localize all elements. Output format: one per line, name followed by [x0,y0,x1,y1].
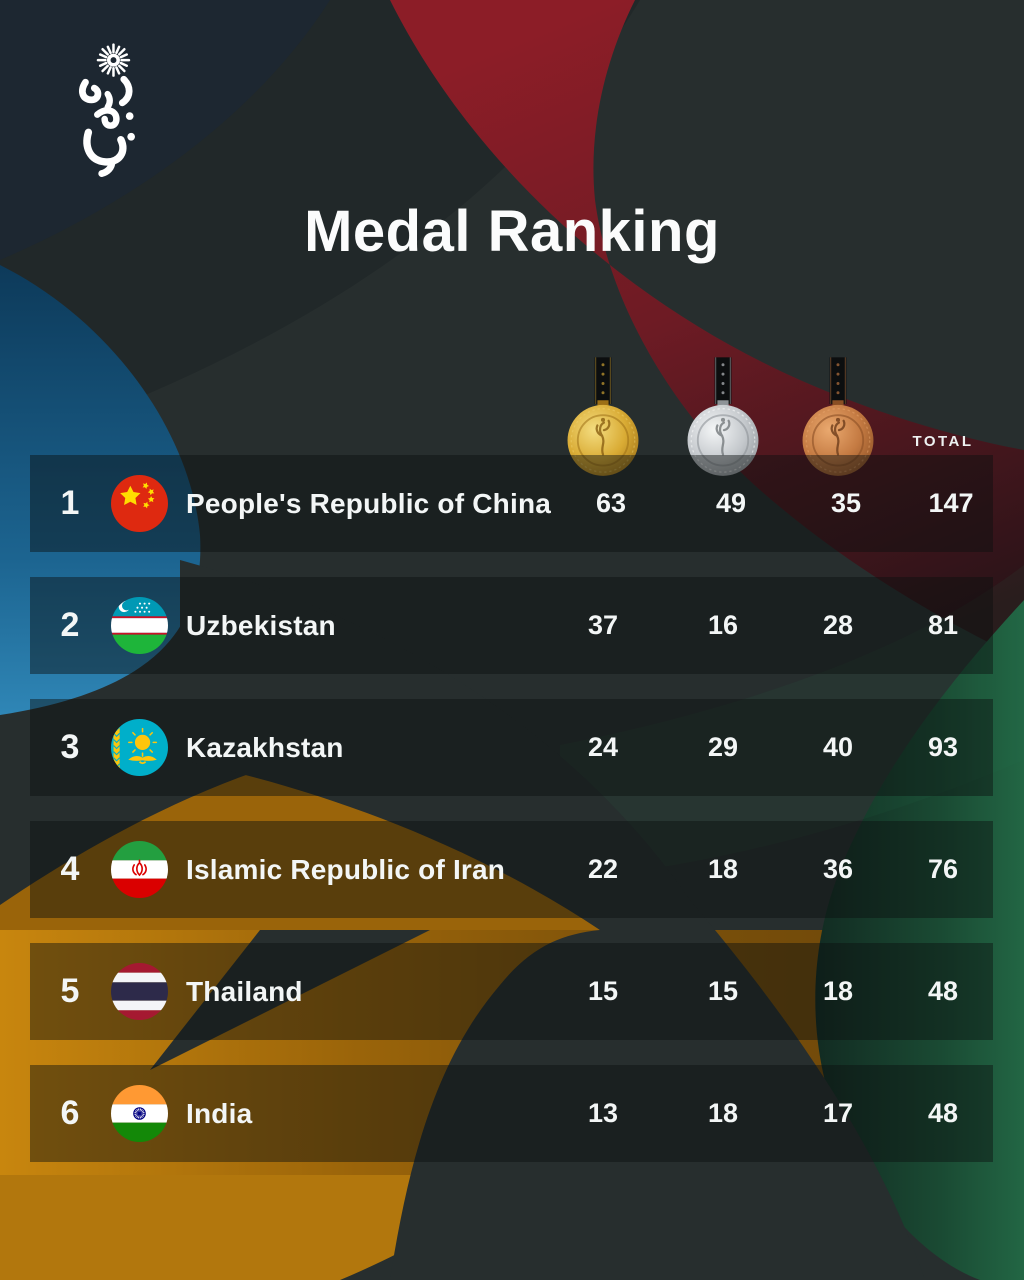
total-count: 147 [928,488,974,518]
rank-number: 4 [60,850,80,888]
flag-iran-icon [110,841,168,898]
flag-uzbekistan-icon [110,597,168,654]
silver-count: 49 [716,488,747,518]
gold-medal-icon [543,348,663,482]
bronze-count: 17 [822,1098,854,1128]
silver-medal-icon [663,348,783,482]
total-count: 76 [927,854,959,884]
gold-count: 22 [587,854,619,884]
bronze-count: 40 [822,732,854,762]
table-row: 3 [30,699,993,796]
country-name: India [186,1097,253,1129]
bronze-medal-icon [783,348,893,482]
total-count: 93 [927,732,959,762]
table-row: 2 [30,577,993,674]
country-name: People's Republic of China [186,487,552,519]
total-count: 48 [927,1098,959,1128]
table-header: TOTAL [30,316,993,476]
country-name: Kazakhstan [186,731,344,763]
gold-count: 24 [587,732,619,762]
gold-count: 37 [587,610,619,640]
total-column-header: TOTAL [912,433,974,450]
rank-number: 2 [60,606,80,644]
bronze-count: 28 [822,610,854,640]
bronze-count: 18 [822,976,854,1006]
silver-count: 29 [707,732,739,762]
silver-count: 18 [707,1098,739,1128]
bronze-count: 35 [831,488,862,518]
table-row: 5 Thailand 15 15 18 48 [30,943,993,1040]
flag-china-icon [110,475,168,532]
table-row: 1 People's Rep [30,455,993,552]
silver-count: 16 [707,610,739,640]
flag-thailand-icon [110,963,168,1020]
event-logo-icon [79,43,135,177]
rank-number: 5 [60,972,80,1010]
country-name: Thailand [186,975,303,1007]
total-count: 48 [927,976,959,1006]
rank-number: 1 [60,484,80,522]
gold-count: 13 [587,1098,619,1128]
gold-count: 15 [587,976,619,1006]
table-row: 4 [30,821,993,918]
table-row: 6 [30,1065,993,1162]
bronze-count: 36 [822,854,854,884]
flag-kazakhstan-icon [110,719,168,776]
flag-india-icon [110,1085,168,1142]
medal-table: 1 People's Rep [30,455,993,1162]
silver-count: 18 [707,854,739,884]
gold-count: 63 [596,488,627,518]
rank-number: 3 [60,728,80,766]
total-count: 81 [927,610,959,640]
rank-number: 6 [60,1094,80,1132]
country-name: Uzbekistan [186,609,336,641]
silver-count: 15 [707,976,739,1006]
country-name: Islamic Republic of Iran [186,853,506,885]
page-title: Medal Ranking [304,199,720,264]
